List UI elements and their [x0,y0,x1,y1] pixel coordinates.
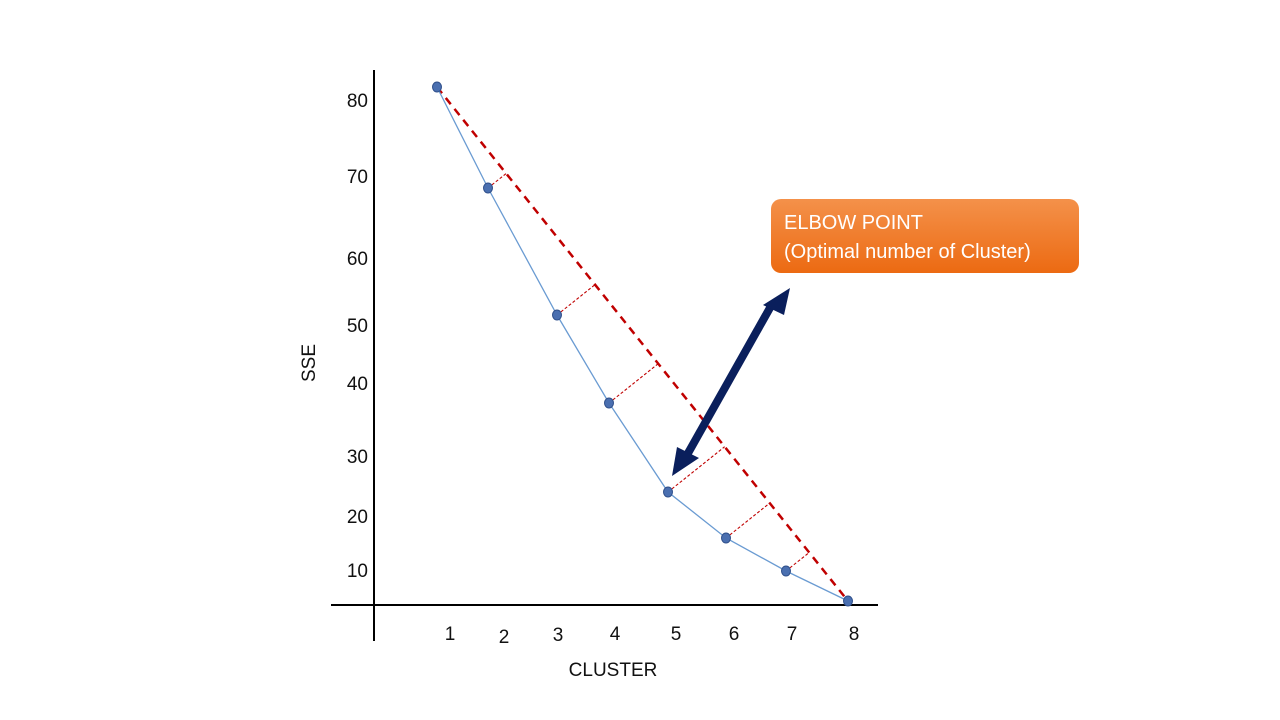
data-point [781,565,791,577]
distance-line [725,502,771,539]
y-tick-label: 80 [347,91,368,112]
y-tick-label: 20 [347,507,368,528]
y-tick-label: 50 [347,316,368,337]
callout-box [771,199,1079,273]
y-axis-label: SSE [299,344,320,382]
data-point [721,532,731,544]
x-tick-labels: 1 2 3 4 5 6 7 8 [445,624,860,648]
distance-line [487,173,507,189]
x-tick-label: 2 [499,627,510,648]
data-point [483,182,493,194]
elbow-callout: ELBOW POINT (Optimal number of Cluster) [771,199,1079,273]
y-tick-label: 10 [347,561,368,582]
x-axis-label: CLUSTER [569,660,658,681]
data-point [663,486,673,498]
x-tick-label: 4 [610,624,621,645]
sse-data-points [432,81,853,607]
distance-line [667,446,725,493]
data-point [843,595,853,607]
sse-series-line [436,86,849,602]
y-tick-label: 40 [347,374,368,395]
y-tick-labels: 80 70 60 50 40 30 20 10 [347,91,368,582]
distance-line [608,363,659,404]
y-tick-label: 70 [347,167,368,188]
callout-subtitle: (Optimal number of Cluster) [784,241,1031,263]
data-point [604,397,614,409]
y-tick-label: 30 [347,447,368,468]
x-tick-label: 5 [671,624,682,645]
x-tick-label: 7 [787,624,798,645]
callout-title: ELBOW POINT [784,212,923,234]
y-tick-label: 60 [347,249,368,270]
distance-lines [487,173,810,572]
arrow-head-down [672,447,699,476]
x-tick-label: 1 [445,624,456,645]
x-tick-label: 3 [553,625,564,646]
reference-chord-line [436,86,849,602]
data-point [552,309,562,321]
data-point [432,81,442,93]
elbow-arrow [672,288,790,476]
x-tick-label: 6 [729,624,740,645]
x-tick-label: 8 [849,624,860,645]
distance-line [556,284,596,316]
arrow-head-up [763,288,790,315]
